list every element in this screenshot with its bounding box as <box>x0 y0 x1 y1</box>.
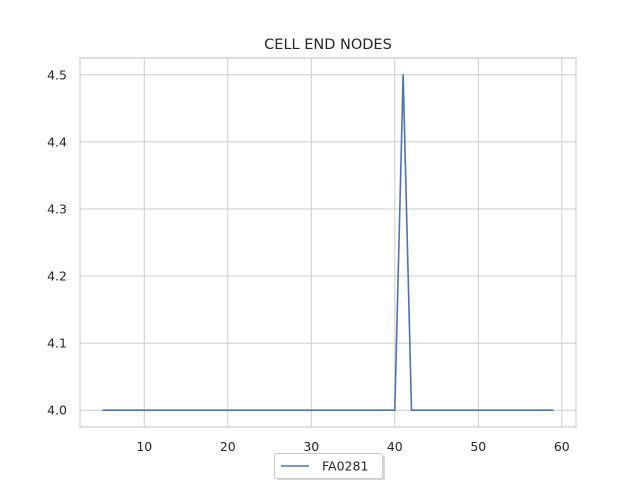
legend-box <box>274 453 383 479</box>
x-tick-label: 10 <box>136 439 152 454</box>
plot-area-frame <box>79 57 577 428</box>
chart-title: CELL END NODES <box>264 37 392 53</box>
y-tick-label: 4.0 <box>47 403 67 418</box>
legend-label: FA0281 <box>322 459 368 474</box>
legend: FA0281 <box>274 453 385 480</box>
y-tick-label: 4.3 <box>47 201 67 216</box>
series-line <box>102 73 554 412</box>
y-tick-label: 4.2 <box>47 269 67 284</box>
x-tick-label: 40 <box>387 439 403 454</box>
y-tick-label: 4.1 <box>47 336 67 351</box>
y-tick-label: 4.5 <box>47 67 67 82</box>
x-tick-label: 60 <box>554 439 570 454</box>
x-tick-label: 50 <box>470 439 486 454</box>
y-tick-label: 4.4 <box>47 134 67 149</box>
x-tick-label: 20 <box>220 439 236 454</box>
series-lines <box>102 73 554 412</box>
axis-ticks: 10 20 30 40 50 60 4.0 4.1 4.2 4.3 4.4 4.5 <box>47 67 570 454</box>
x-tick-label: 30 <box>303 439 319 454</box>
